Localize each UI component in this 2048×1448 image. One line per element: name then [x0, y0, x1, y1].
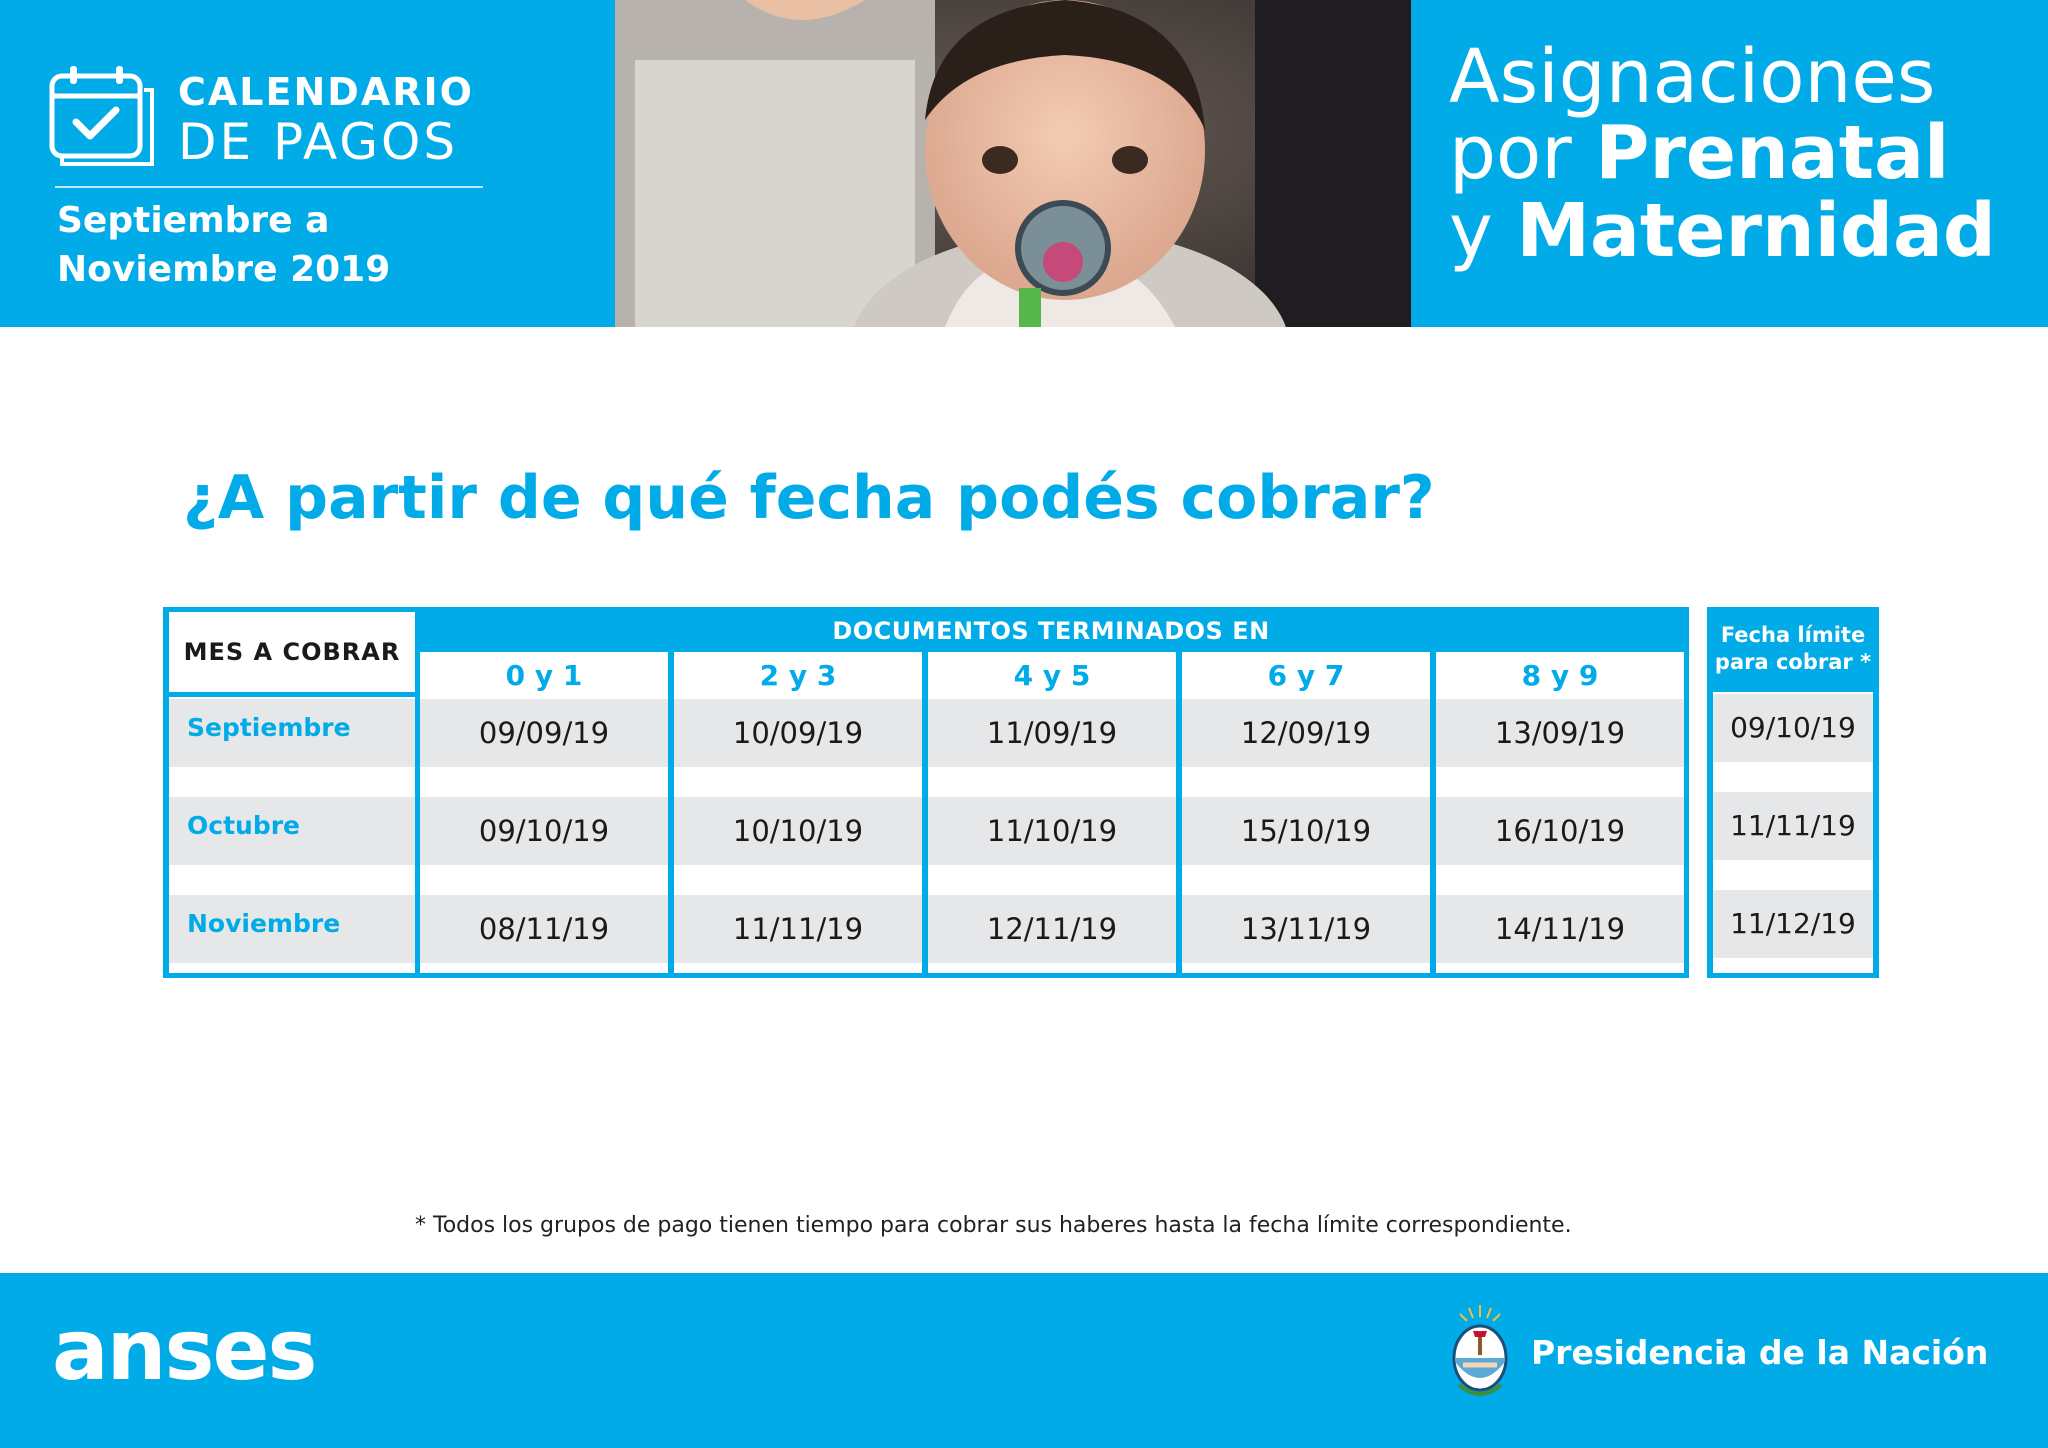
deadline-column: 09/10/19 11/11/19 11/12/19 [1713, 692, 1873, 973]
deadline-header-line-1: Fecha límite [1720, 623, 1866, 647]
month-column-header: MES A COBRAR [169, 612, 415, 692]
payment-date-cell: 12/11/19 [928, 895, 1176, 963]
dni-group-header: 0 y 1 [505, 659, 583, 692]
calendar-panel: CALENDARIO DE PAGOS Septiembre a Noviemb… [0, 0, 615, 327]
presidency-label: Presidencia de la Nación [1531, 1333, 1989, 1372]
header-banner: CALENDARIO DE PAGOS Septiembre a Noviemb… [0, 0, 2048, 327]
deadline-cell: 11/12/19 [1713, 890, 1873, 958]
footer-bar: anses Presidencia de la Nación [0, 1273, 2048, 1448]
deadline-cell: 09/10/19 [1713, 694, 1873, 762]
page-question: ¿A partir de qué fecha podés cobrar? [183, 463, 1435, 533]
month-column: Septiembre Octubre Noviembre [169, 697, 415, 973]
payment-date-cell: 13/11/19 [1182, 895, 1430, 963]
month-label: Septiembre [169, 699, 415, 767]
payment-date-cell: 09/10/19 [420, 797, 668, 865]
payment-date-cell: 16/10/19 [1436, 797, 1684, 865]
payment-date-cell: 10/10/19 [674, 797, 922, 865]
baby-photo [615, 0, 1411, 327]
calendar-title: CALENDARIO [178, 70, 474, 114]
payment-date-cell: 13/09/19 [1436, 699, 1684, 767]
header-divider [55, 186, 483, 188]
calendar-subtitle: DE PAGOS [178, 113, 459, 171]
payment-date-cell: 11/10/19 [928, 797, 1176, 865]
dni-column: 8 y 9 13/09/19 16/10/19 14/11/19 [1436, 652, 1684, 973]
payment-date-cell: 15/10/19 [1182, 797, 1430, 865]
payment-date-cell: 08/11/19 [420, 895, 668, 963]
payment-date-cell: 12/09/19 [1182, 699, 1430, 767]
deadline-header: Fecha límite para cobrar * [1707, 622, 1879, 676]
month-label: Octubre [169, 797, 415, 865]
program-title-line-1: Asignaciones [1449, 34, 1936, 120]
documents-header: DOCUMENTOS TERMINADOS EN [832, 617, 1270, 645]
anses-logo: anses [52, 1301, 317, 1399]
dni-column: 4 y 5 11/09/19 11/10/19 12/11/19 [928, 652, 1176, 973]
payment-date-cell: 14/11/19 [1436, 895, 1684, 963]
payment-date-cell: 11/11/19 [674, 895, 922, 963]
footnote: * Todos los grupos de pago tienen tiempo… [415, 1213, 1572, 1238]
program-title-line-3: y Maternidad [1449, 188, 1996, 274]
deadline-header-line-2: para cobrar * [1714, 650, 1872, 674]
month-label: Noviembre [169, 895, 415, 963]
dni-group-header: 2 y 3 [759, 659, 837, 692]
dni-column: 0 y 1 09/09/19 09/10/19 08/11/19 [420, 652, 668, 973]
period-line-1: Septiembre a [57, 200, 330, 241]
period-line-2: Noviembre 2019 [57, 249, 391, 290]
payment-date-cell: 09/09/19 [420, 699, 668, 767]
payment-date-cell: 11/09/19 [928, 699, 1176, 767]
deadline-cell: 11/11/19 [1713, 792, 1873, 860]
program-title-panel: Asignaciones por Prenatal y Maternidad [1411, 0, 2048, 327]
baby-photo-illustration [615, 0, 1411, 327]
payment-date-cell: 10/09/19 [674, 699, 922, 767]
dni-column: 2 y 3 10/09/19 10/10/19 11/11/19 [674, 652, 922, 973]
dni-group-header: 8 y 9 [1521, 659, 1599, 692]
national-coat-of-arms-icon [1452, 1305, 1508, 1396]
program-title-line-2: por Prenatal [1449, 110, 1950, 196]
calendar-check-icon [49, 66, 154, 166]
dni-group-header: 6 y 7 [1267, 659, 1345, 692]
schedule-table [163, 607, 1689, 978]
dni-group-header: 4 y 5 [1013, 659, 1091, 692]
dni-column: 6 y 7 12/09/19 15/10/19 13/11/19 [1182, 652, 1430, 973]
